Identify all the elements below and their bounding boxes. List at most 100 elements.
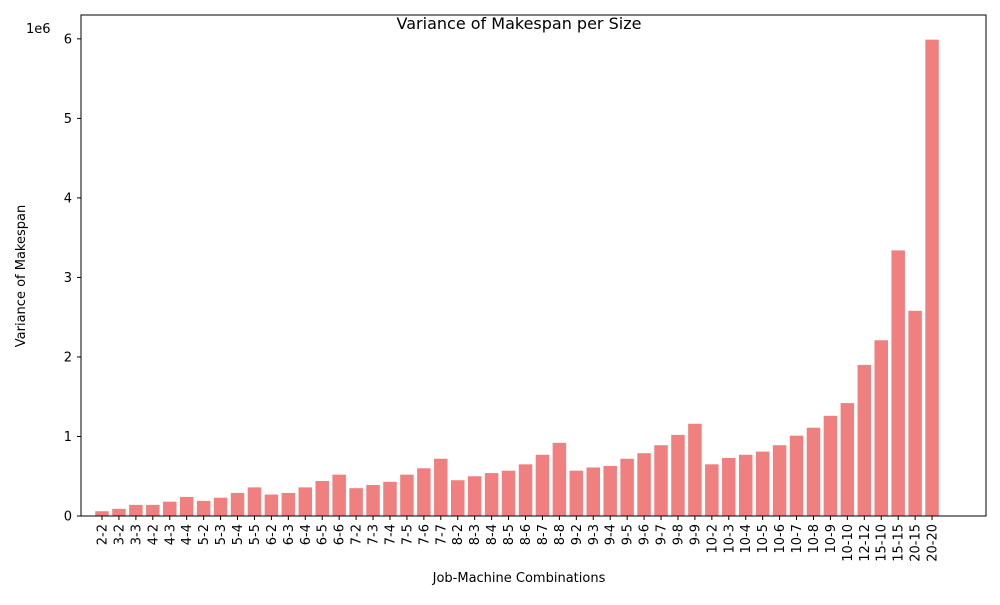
bar-9-4 [603, 465, 617, 516]
y-axis-label: Variance of Makespan [14, 205, 29, 347]
x-tick-label: 7-3 [367, 524, 382, 545]
bar-5-4 [230, 492, 245, 516]
bar-3-3 [129, 504, 143, 516]
bar-10-9 [823, 415, 838, 516]
bar-9-3 [586, 467, 601, 516]
x-tick-label: 2-2 [96, 524, 111, 545]
bar-4-3 [163, 501, 177, 516]
bar-4-2 [146, 504, 160, 516]
x-tick-label: 10-9 [824, 524, 839, 554]
bar-10-7 [789, 435, 804, 516]
bar-15-10 [874, 340, 888, 516]
bar-8-2 [450, 480, 465, 516]
y-tick-label: 1 [64, 430, 72, 445]
x-tick-label: 8-3 [468, 524, 483, 545]
plot-frame [80, 14, 987, 517]
x-tick-label: 9-7 [655, 524, 670, 545]
y-tick-label: 5 [64, 112, 72, 127]
bar-4-4 [179, 496, 194, 516]
x-tick-label: 9-6 [638, 524, 653, 545]
bar-8-6 [518, 464, 533, 516]
x-tick-label: 3-2 [112, 524, 127, 545]
x-tick-label: 7-2 [350, 524, 365, 545]
x-tick-label: 8-5 [502, 524, 517, 545]
bar-6-4 [298, 487, 313, 516]
bar-9-8 [671, 434, 685, 516]
y-tick-label: 0 [64, 510, 72, 525]
x-tick-label: 7-6 [417, 524, 432, 545]
x-tick-label: 10-10 [841, 524, 856, 562]
y-tick-label: 6 [64, 32, 72, 47]
x-tick-label: 8-8 [553, 524, 568, 545]
x-tick-label: 9-9 [688, 524, 703, 545]
bar-5-2 [196, 500, 211, 516]
bar-7-6 [417, 468, 431, 516]
bar-10-3 [722, 457, 736, 516]
x-tick-label: 4-4 [180, 524, 195, 545]
x-ticks-group: 2-2 3-2 3-3 4-2 4-3 4-4 5-2 5-3 5-4 5-5 6-2 6-3 6-4 6… [96, 516, 941, 562]
x-tick-label: 6-5 [316, 524, 331, 545]
bar-2-2 [95, 511, 109, 516]
bar-6-3 [281, 492, 296, 516]
y-ticks-group: 0 1 2 3 4 5 6 [64, 32, 81, 525]
x-tick-label: 10-4 [739, 524, 754, 554]
bar-9-7 [654, 445, 668, 516]
x-tick-label: 6-3 [282, 524, 297, 545]
bar-10-10 [840, 403, 855, 516]
bar-7-5 [400, 474, 414, 516]
bar-8-8 [552, 442, 567, 516]
y-tick-label: 4 [64, 191, 72, 206]
x-axis-label: Job-Machine Combinations [432, 571, 606, 586]
bar-10-8 [806, 427, 821, 516]
x-tick-label: 8-6 [519, 524, 534, 545]
x-tick-label: 8-4 [485, 524, 500, 545]
bar-8-5 [501, 470, 516, 516]
bar-8-4 [484, 473, 499, 516]
y-tick-label: 2 [64, 350, 72, 365]
x-tick-label: 5-3 [214, 524, 229, 545]
bar-3-2 [112, 508, 126, 516]
x-tick-label: 12-12 [858, 524, 873, 562]
y-offset-label: 1e6 [26, 22, 51, 37]
x-tick-label: 10-6 [773, 524, 788, 554]
bar-6-5 [315, 481, 329, 516]
bar-8-3 [467, 476, 482, 516]
bar-7-3 [366, 484, 380, 516]
x-tick-label: 8-2 [451, 524, 466, 545]
x-tick-label: 3-3 [129, 524, 144, 545]
x-tick-label: 4-3 [163, 524, 178, 545]
bar-5-5 [247, 487, 262, 516]
bar-9-5 [620, 458, 634, 516]
bar-10-4 [738, 454, 753, 516]
bar-20-20 [925, 39, 939, 517]
x-tick-label: 15-10 [875, 524, 890, 562]
bar-10-5 [755, 451, 770, 516]
x-tick-label: 7-4 [383, 524, 398, 545]
x-tick-label: 20-20 [926, 524, 941, 562]
x-tick-label: 20-15 [909, 524, 924, 562]
bar-7-7 [434, 458, 448, 516]
x-tick-label: 4-2 [146, 524, 161, 545]
bar-12-12 [857, 364, 872, 516]
bar-7-4 [383, 481, 397, 516]
x-tick-label: 9-5 [621, 524, 636, 545]
bar-7-2 [349, 488, 363, 516]
x-tick-label: 6-4 [299, 524, 314, 545]
x-tick-label: 15-15 [892, 524, 907, 562]
bar-9-2 [569, 470, 584, 516]
x-tick-label: 9-3 [587, 524, 602, 545]
bar-5-3 [213, 497, 228, 516]
bar-9-6 [637, 453, 651, 516]
x-tick-label: 6-2 [265, 524, 280, 545]
bars-group [95, 39, 939, 517]
x-tick-label: 10-2 [705, 524, 720, 554]
bar-9-9 [688, 423, 702, 516]
bar-15-15 [891, 250, 905, 516]
x-tick-label: 10-7 [790, 524, 805, 554]
bar-8-7 [535, 454, 550, 516]
x-tick-label: 10-8 [807, 524, 822, 554]
x-tick-label: 7-5 [400, 524, 415, 545]
chart-title: Variance of Makespan per Size [397, 14, 642, 33]
x-tick-label: 9-2 [570, 524, 585, 545]
